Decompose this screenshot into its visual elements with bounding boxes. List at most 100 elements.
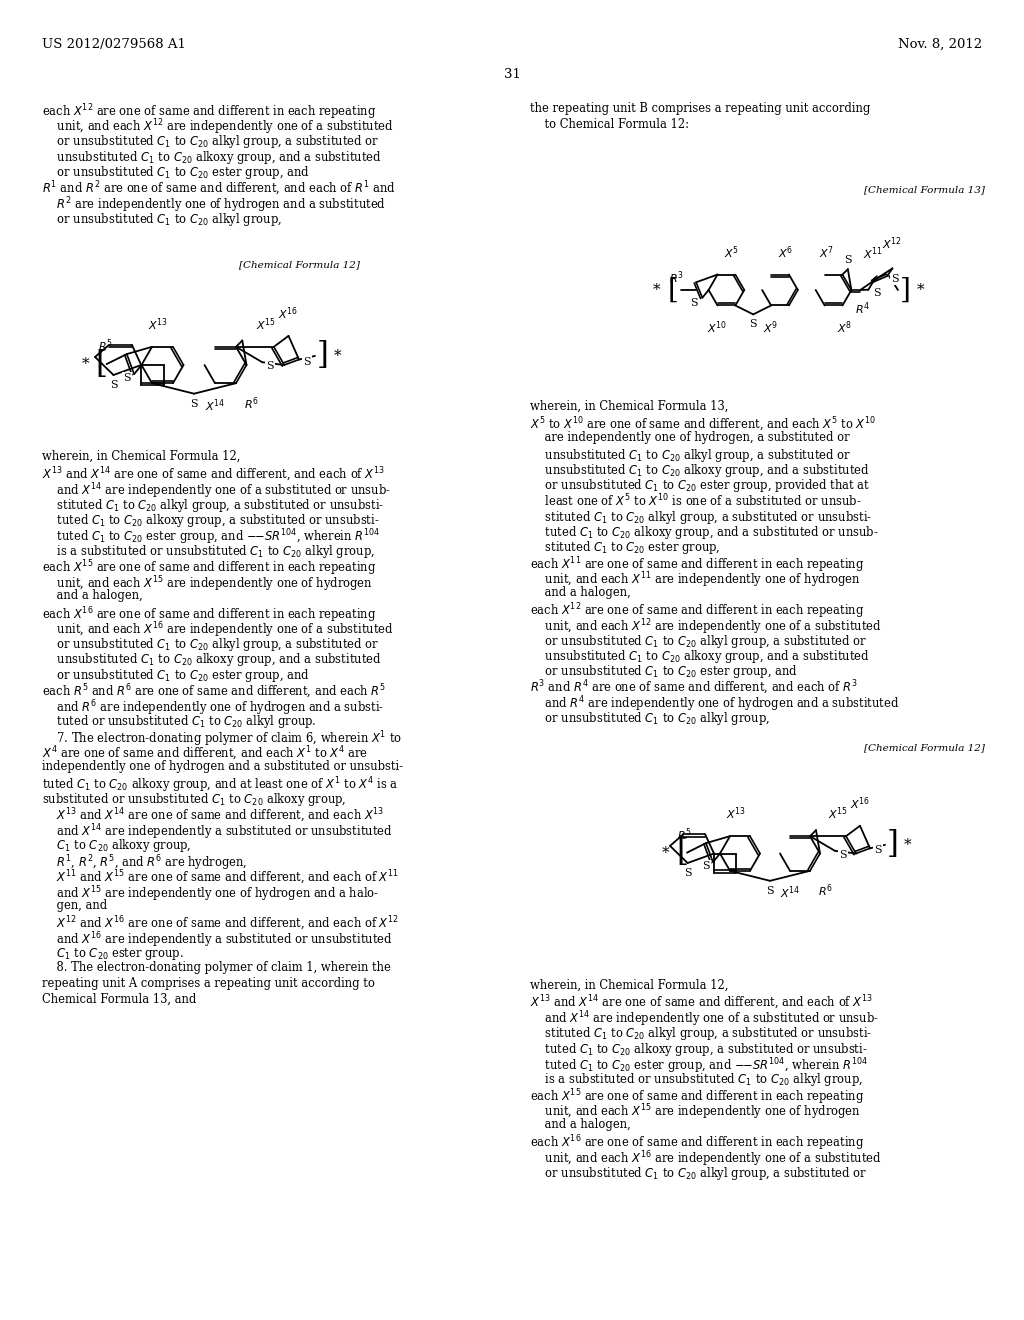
- Text: $X^{16}$: $X^{16}$: [279, 305, 299, 322]
- Text: $X^{15}$: $X^{15}$: [828, 805, 848, 822]
- Text: $X^{12}$: $X^{12}$: [883, 236, 902, 252]
- Text: 31: 31: [504, 69, 520, 81]
- Text: tuted $C_1$ to $C_{20}$ alkoxy group, a substituted or unsubsti-: tuted $C_1$ to $C_{20}$ alkoxy group, a …: [42, 512, 380, 529]
- Text: or unsubstituted $C_1$ to $C_{20}$ ester group, and: or unsubstituted $C_1$ to $C_{20}$ ester…: [42, 164, 310, 181]
- Text: or unsubstituted $C_1$ to $C_{20}$ alkyl group, a substituted or: or unsubstituted $C_1$ to $C_{20}$ alkyl…: [530, 1164, 867, 1181]
- Text: stituted $C_1$ to $C_{20}$ alkyl group, a substituted or unsubsti-: stituted $C_1$ to $C_{20}$ alkyl group, …: [530, 508, 872, 525]
- Text: tuted $C_1$ to $C_{20}$ alkoxy group, a substituted or unsubsti-: tuted $C_1$ to $C_{20}$ alkoxy group, a …: [530, 1040, 867, 1057]
- Text: $X^{11}$ and $X^{15}$ are one of same and different, and each of $X^{11}$: $X^{11}$ and $X^{15}$ are one of same an…: [42, 869, 399, 887]
- Text: and $X^{15}$ are independently one of hydrogen and a halo-: and $X^{15}$ are independently one of hy…: [42, 884, 379, 904]
- Text: ]: ]: [887, 829, 899, 861]
- Text: stituted $C_1$ to $C_{20}$ alkyl group, a substituted or unsubsti-: stituted $C_1$ to $C_{20}$ alkyl group, …: [42, 496, 384, 513]
- Text: unsubstituted $C_1$ to $C_{20}$ alkoxy group, and a substituted: unsubstituted $C_1$ to $C_{20}$ alkoxy g…: [530, 648, 869, 665]
- Text: $X^5$: $X^5$: [724, 244, 739, 260]
- Text: each $X^{12}$ are one of same and different in each repeating: each $X^{12}$ are one of same and differ…: [530, 602, 864, 622]
- Text: *: *: [653, 282, 660, 297]
- Text: $R^3$: $R^3$: [670, 269, 684, 285]
- Text: and $R^4$ are independently one of hydrogen and a substituted: and $R^4$ are independently one of hydro…: [530, 694, 899, 714]
- Text: $R^1$, $R^2$, $R^5$, and $R^6$ are hydrogen,: $R^1$, $R^2$, $R^5$, and $R^6$ are hydro…: [42, 853, 248, 873]
- Text: each $X^{16}$ are one of same and different in each repeating: each $X^{16}$ are one of same and differ…: [42, 605, 377, 624]
- Text: to Chemical Formula 12:: to Chemical Formula 12:: [530, 117, 689, 131]
- Text: ]: ]: [899, 276, 910, 304]
- Text: or unsubstituted $C_1$ to $C_{20}$ ester group, provided that at: or unsubstituted $C_1$ to $C_{20}$ ester…: [530, 478, 870, 495]
- Text: or unsubstituted $C_1$ to $C_{20}$ alkyl group, a substituted or: or unsubstituted $C_1$ to $C_{20}$ alkyl…: [42, 636, 379, 653]
- Text: unit, and each $X^{11}$ are independently one of hydrogen: unit, and each $X^{11}$ are independentl…: [530, 570, 860, 590]
- Text: S: S: [690, 298, 698, 308]
- Text: *: *: [904, 838, 911, 851]
- Text: $X^8$: $X^8$: [837, 319, 852, 337]
- Text: tuted $C_1$ to $C_{20}$ ester group, and $-\!\!-\!SR^{104}$, wherein $R^{104}$: tuted $C_1$ to $C_{20}$ ester group, and…: [530, 1056, 868, 1076]
- Text: $X^{13}$ and $X^{14}$ are one of same and different, and each of $X^{13}$: $X^{13}$ and $X^{14}$ are one of same an…: [530, 994, 873, 1012]
- Text: S: S: [303, 356, 311, 367]
- Text: [Chemical Formula 12]: [Chemical Formula 12]: [864, 743, 985, 752]
- Text: and a halogen,: and a halogen,: [530, 586, 631, 599]
- Text: [: [: [676, 837, 688, 869]
- Text: $X^{15}$: $X^{15}$: [256, 317, 275, 333]
- Text: and $X^{16}$ are independently a substituted or unsubstituted: and $X^{16}$ are independently a substit…: [42, 931, 393, 950]
- Text: is a substituted or unsubstituted $C_1$ to $C_{20}$ alkyl group,: is a substituted or unsubstituted $C_1$ …: [530, 1072, 863, 1089]
- Text: or unsubstituted $C_1$ to $C_{20}$ alkyl group,: or unsubstituted $C_1$ to $C_{20}$ alkyl…: [42, 210, 282, 227]
- Text: each $R^5$ and $R^6$ are one of same and different, and each $R^5$: each $R^5$ and $R^6$ are one of same and…: [42, 682, 386, 701]
- Text: [: [: [668, 276, 678, 304]
- Text: unit, and each $X^{16}$ are independently one of a substituted: unit, and each $X^{16}$ are independentl…: [530, 1148, 882, 1168]
- Text: $C_1$ to $C_{20}$ ester group.: $C_1$ to $C_{20}$ ester group.: [42, 946, 183, 962]
- Text: S: S: [891, 275, 899, 284]
- Text: and $X^{14}$ are independently one of a substituted or unsub-: and $X^{14}$ are independently one of a …: [530, 1010, 879, 1030]
- Text: tuted $C_1$ to $C_{20}$ alkoxy group, and a substituted or unsub-: tuted $C_1$ to $C_{20}$ alkoxy group, an…: [530, 524, 879, 541]
- Text: $X^6$: $X^6$: [778, 244, 793, 260]
- Text: and $R^6$ are independently one of hydrogen and a substi-: and $R^6$ are independently one of hydro…: [42, 698, 384, 718]
- Text: S: S: [266, 362, 274, 371]
- Text: $X^{11}$: $X^{11}$: [863, 246, 884, 261]
- Text: wherein, in Chemical Formula 12,: wherein, in Chemical Formula 12,: [42, 450, 241, 463]
- Text: each $X^{12}$ are one of same and different in each repeating: each $X^{12}$ are one of same and differ…: [42, 102, 377, 121]
- Text: repeating unit A comprises a repeating unit according to: repeating unit A comprises a repeating u…: [42, 977, 375, 990]
- Text: each $X^{16}$ are one of same and different in each repeating: each $X^{16}$ are one of same and differ…: [530, 1134, 864, 1154]
- Text: unsubstituted $C_1$ to $C_{20}$ alkoxy group, and a substituted: unsubstituted $C_1$ to $C_{20}$ alkoxy g…: [530, 462, 869, 479]
- Text: and $X^{14}$ are independently one of a substituted or unsub-: and $X^{14}$ are independently one of a …: [42, 480, 391, 500]
- Text: *: *: [82, 358, 89, 371]
- Text: $X^7$: $X^7$: [819, 244, 834, 260]
- Text: S: S: [750, 319, 757, 330]
- Text: $X^{12}$ and $X^{16}$ are one of same and different, and each of $X^{12}$: $X^{12}$ and $X^{16}$ are one of same an…: [42, 915, 399, 933]
- Text: is a substituted or unsubstituted $C_1$ to $C_{20}$ alkyl group,: is a substituted or unsubstituted $C_1$ …: [42, 543, 375, 560]
- Text: 7. The electron-donating polymer of claim 6, wherein $X^1$ to: 7. The electron-donating polymer of clai…: [42, 729, 402, 748]
- Text: $X^5$ to $X^{10}$ are one of same and different, and each $X^5$ to $X^{10}$: $X^5$ to $X^{10}$ are one of same and di…: [530, 416, 877, 433]
- Text: the repeating unit B comprises a repeating unit according: the repeating unit B comprises a repeati…: [530, 102, 870, 115]
- Text: each $X^{15}$ are one of same and different in each repeating: each $X^{15}$ are one of same and differ…: [530, 1086, 864, 1106]
- Text: wherein, in Chemical Formula 13,: wherein, in Chemical Formula 13,: [530, 400, 728, 413]
- Text: each $X^{11}$ are one of same and different in each repeating: each $X^{11}$ are one of same and differ…: [530, 554, 864, 574]
- Text: and a halogen,: and a halogen,: [530, 1118, 631, 1131]
- Text: ]: ]: [317, 341, 329, 371]
- Text: [Chemical Formula 12]: [Chemical Formula 12]: [240, 260, 360, 269]
- Text: each $X^{15}$ are one of same and different in each repeating: each $X^{15}$ are one of same and differ…: [42, 558, 377, 578]
- Text: $X^{13}$ and $X^{14}$ are one of same and different, and each of $X^{13}$: $X^{13}$ and $X^{14}$ are one of same an…: [42, 466, 385, 483]
- Text: $X^4$ are one of same and different, and each $X^1$ to $X^4$ are: $X^4$ are one of same and different, and…: [42, 744, 369, 763]
- Text: unit, and each $X^{15}$ are independently one of hydrogen: unit, and each $X^{15}$ are independentl…: [530, 1102, 860, 1122]
- Text: tuted or unsubstituted $C_1$ to $C_{20}$ alkyl group.: tuted or unsubstituted $C_1$ to $C_{20}$…: [42, 714, 316, 730]
- Text: stituted $C_1$ to $C_{20}$ alkyl group, a substituted or unsubsti-: stituted $C_1$ to $C_{20}$ alkyl group, …: [530, 1026, 872, 1041]
- Text: S: S: [702, 861, 710, 871]
- Text: S: S: [840, 850, 847, 859]
- Text: $X^{14}$: $X^{14}$: [780, 884, 800, 902]
- Text: are independently one of hydrogen, a substituted or: are independently one of hydrogen, a sub…: [530, 432, 850, 444]
- Text: independently one of hydrogen and a substituted or unsubsti-: independently one of hydrogen and a subs…: [42, 760, 403, 774]
- Text: and $X^{14}$ are independently a substituted or unsubstituted: and $X^{14}$ are independently a substit…: [42, 822, 393, 842]
- Text: gen, and: gen, and: [42, 899, 108, 912]
- Text: $X^{13}$: $X^{13}$: [726, 805, 746, 822]
- Text: Nov. 8, 2012: Nov. 8, 2012: [898, 38, 982, 51]
- Text: $R^4$: $R^4$: [855, 300, 870, 317]
- Text: unit, and each $X^{16}$ are independently one of a substituted: unit, and each $X^{16}$ are independentl…: [42, 620, 393, 640]
- Text: $X^{10}$: $X^{10}$: [708, 319, 728, 337]
- Text: unsubstituted $C_1$ to $C_{20}$ alkyl group, a substituted or: unsubstituted $C_1$ to $C_{20}$ alkyl gr…: [530, 446, 851, 463]
- Text: [: [: [95, 348, 108, 380]
- Text: stituted $C_1$ to $C_{20}$ ester group,: stituted $C_1$ to $C_{20}$ ester group,: [530, 540, 720, 557]
- Text: $C_1$ to $C_{20}$ alkoxy group,: $C_1$ to $C_{20}$ alkoxy group,: [42, 837, 191, 854]
- Text: $R^5$: $R^5$: [677, 826, 692, 843]
- Text: or unsubstituted $C_1$ to $C_{20}$ ester group, and: or unsubstituted $C_1$ to $C_{20}$ ester…: [530, 664, 798, 681]
- Text: $X^{14}$: $X^{14}$: [205, 397, 225, 413]
- Text: S: S: [874, 845, 882, 855]
- Text: unsubstituted $C_1$ to $C_{20}$ alkoxy group, and a substituted: unsubstituted $C_1$ to $C_{20}$ alkoxy g…: [42, 652, 382, 668]
- Text: [Chemical Formula 13]: [Chemical Formula 13]: [864, 185, 985, 194]
- Text: $R^6$: $R^6$: [818, 883, 833, 899]
- Text: $X^{16}$: $X^{16}$: [850, 795, 870, 812]
